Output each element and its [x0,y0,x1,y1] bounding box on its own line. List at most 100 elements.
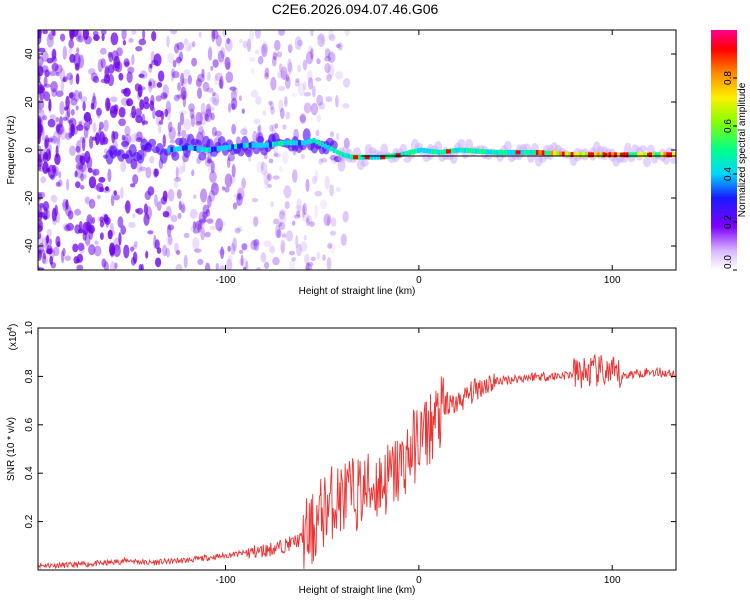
noise-speckle [46,33,54,48]
noise-speckle [231,123,237,135]
noise-speckle [335,71,343,80]
noise-speckle [133,240,138,247]
ridge-cell [419,147,423,153]
noise-speckle [47,164,56,179]
noise-speckle [243,266,247,270]
noise-speckle [55,181,61,187]
noise-speckle [154,194,158,207]
ridge-hotspot [589,152,594,157]
noise-speckle [188,103,195,112]
noise-speckle [131,30,137,36]
noise-speckle [66,72,73,81]
noise-speckle [66,178,70,191]
noise-speckle [121,134,126,141]
noise-speckle [198,125,204,135]
ridge-cell [570,152,574,158]
ridge-cell [466,148,469,153]
noise-speckle [145,166,152,179]
noise-speckle [177,94,186,100]
spectrogram-y-tick-label: -20 [24,190,35,205]
noise-speckle [81,137,86,152]
noise-speckle [97,58,103,73]
ridge-cell [292,140,295,146]
noise-speckle [173,94,180,102]
noise-speckle [39,86,45,92]
noise-speckle [219,76,224,90]
noise-speckle [207,165,213,174]
noise-speckle [192,194,197,199]
noise-speckle [104,66,110,79]
noise-speckle [122,40,126,46]
noise-speckle [191,169,195,177]
noise-speckle [237,193,242,201]
noise-speckle [282,124,287,130]
noise-speckle [279,63,283,73]
noise-speckle [304,253,310,265]
noise-speckle [95,132,100,146]
noise-speckle [59,116,63,128]
noise-speckle [91,95,97,110]
noise-speckle [88,176,97,189]
noise-speckle [192,40,196,48]
noise-speckle [120,160,127,173]
noise-speckle [253,216,259,227]
noise-speckle [42,254,46,264]
noise-speckle [78,162,87,172]
noise-speckle [145,206,152,220]
noise-speckle [214,72,223,82]
noise-speckle [253,238,260,251]
ridge-cell [280,140,284,146]
noise-speckle [240,254,244,267]
noise-speckle [38,219,44,233]
noise-speckle [218,226,223,233]
ridge-cell [274,141,278,147]
noise-speckle [162,190,168,202]
band-halo [117,149,126,162]
noise-speckle [200,102,206,115]
spectrogram-y-tick-label: 0 [24,147,35,153]
noise-speckle [38,108,42,113]
ridge-cell [251,142,255,148]
spectrogram-x-tick-label: 0 [416,275,422,286]
noise-speckle [305,262,310,270]
noise-speckle [278,99,284,113]
noise-speckle [162,244,168,257]
noise-speckle [70,123,75,137]
noise-speckle [295,78,300,83]
noise-speckle [69,145,76,156]
noise-speckle [182,95,187,108]
noise-speckle [302,81,307,91]
noise-speckle [42,115,48,121]
ridge-cell [254,142,258,148]
ridge-cell [495,149,498,155]
noise-speckle [53,246,60,257]
noise-speckle [219,265,226,270]
band-halo [666,147,675,154]
noise-speckle [237,225,243,232]
noise-speckle [324,56,332,62]
snr-x-axis-label: Height of straight line (km) [299,585,416,596]
ridge-cell [341,152,345,158]
ridge-cell [509,149,513,155]
noise-speckle [222,186,225,191]
noise-speckle [329,131,335,138]
ridge-cell [541,150,545,156]
noise-speckle [280,243,284,255]
snr-scale-factor: (x104) [7,324,19,351]
noise-speckle [176,42,184,51]
noise-speckle [38,155,42,164]
ridge-cell [596,152,600,158]
noise-speckle [120,187,124,199]
noise-speckle [204,157,212,167]
snr-x-tick-label: 100 [604,575,621,586]
noise-speckle [123,244,130,259]
ridge-cell [483,149,487,155]
noise-speckle [315,129,320,137]
noise-speckle [324,175,331,190]
noise-speckle [109,222,115,235]
noise-speckle [174,242,179,254]
noise-speckle [215,34,222,47]
noise-speckle [69,74,74,86]
noise-speckle [242,257,248,270]
band-halo [503,140,512,153]
